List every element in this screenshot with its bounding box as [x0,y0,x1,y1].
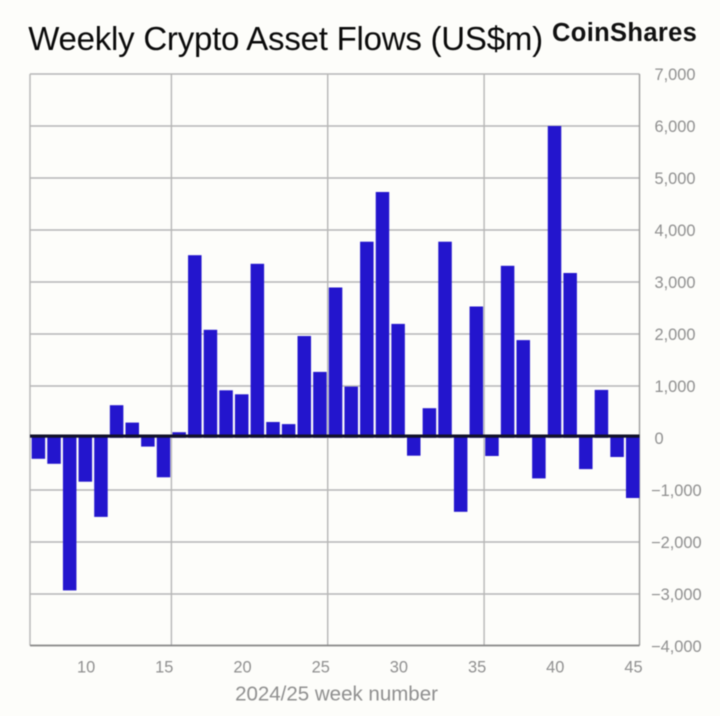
svg-text:1,000: 1,000 [655,378,696,396]
svg-text:0: 0 [655,430,664,448]
svg-text:6,000: 6,000 [655,118,696,136]
svg-text:2,000: 2,000 [655,326,696,344]
svg-text:15: 15 [155,659,173,677]
svg-text:30: 30 [390,659,408,677]
svg-text:−3,000: −3,000 [651,586,702,604]
svg-text:35: 35 [468,659,486,677]
svg-text:40: 40 [546,659,564,677]
svg-text:45: 45 [624,659,642,677]
svg-text:2024/25 week number: 2024/25 week number [235,683,438,706]
svg-text:4,000: 4,000 [655,222,696,240]
svg-text:25: 25 [312,659,330,677]
svg-text:20: 20 [233,659,251,677]
svg-text:7,000: 7,000 [655,66,696,84]
svg-text:−1,000: −1,000 [651,482,702,500]
svg-text:3,000: 3,000 [655,274,696,292]
svg-text:−2,000: −2,000 [651,534,702,552]
svg-text:10: 10 [77,659,95,677]
svg-text:−4,000: −4,000 [651,638,702,656]
svg-text:5,000: 5,000 [655,170,696,188]
